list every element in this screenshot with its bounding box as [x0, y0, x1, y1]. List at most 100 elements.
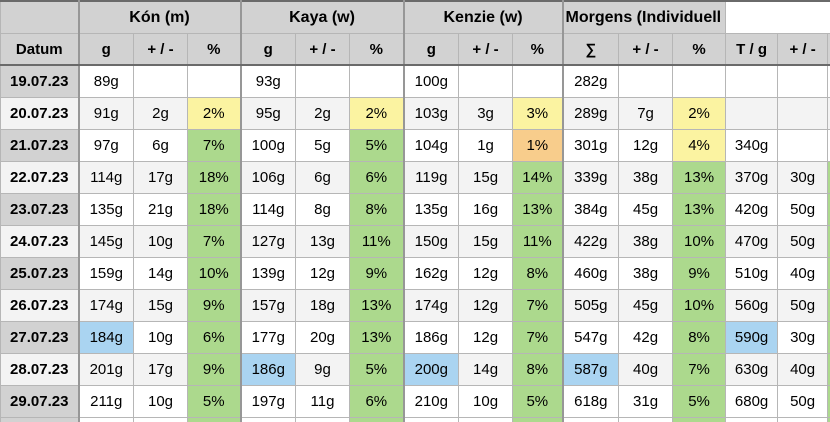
value-cell[interactable]: 7% [186, 225, 242, 258]
value-cell[interactable] [133, 417, 188, 422]
value-cell[interactable]: 8% [349, 193, 405, 226]
value-cell[interactable] [186, 64, 242, 98]
value-cell[interactable] [725, 97, 779, 130]
value-cell[interactable]: 18% [186, 161, 242, 194]
value-cell[interactable]: 200g [402, 353, 460, 386]
value-cell[interactable]: 201g [77, 353, 134, 386]
value-cell[interactable] [458, 64, 514, 98]
value-cell[interactable]: 505g [561, 289, 620, 322]
value-cell[interactable]: 384g [561, 193, 620, 226]
value-cell[interactable] [777, 97, 829, 130]
value-cell[interactable]: 197g [239, 385, 297, 418]
value-cell[interactable]: 5% [349, 129, 405, 162]
value-cell[interactable] [349, 64, 405, 98]
group-header[interactable]: Kón (m) [77, 0, 242, 34]
group-header[interactable]: Morgens (Individuell + Zusammen) [561, 0, 727, 34]
group-header[interactable]: Kenzie (w) [402, 0, 564, 34]
column-header[interactable]: g [77, 33, 134, 66]
value-cell[interactable]: 18g [295, 289, 351, 322]
value-cell[interactable]: 186g [402, 321, 460, 354]
value-cell[interactable]: 50g [777, 225, 829, 258]
value-cell[interactable]: 339g [561, 161, 620, 194]
value-cell[interactable]: 5% [512, 385, 564, 418]
value-cell[interactable]: 15g [133, 289, 188, 322]
date-cell[interactable]: 20.07.23 [0, 97, 80, 130]
value-cell[interactable] [186, 417, 242, 422]
value-cell[interactable]: 7% [512, 321, 564, 354]
value-cell[interactable] [133, 64, 188, 98]
value-cell[interactable]: 16g [458, 193, 514, 226]
value-cell[interactable]: 6% [349, 385, 405, 418]
value-cell[interactable] [618, 64, 674, 98]
value-cell[interactable] [618, 417, 674, 422]
value-cell[interactable]: 9g [295, 353, 351, 386]
value-cell[interactable]: 10g [458, 385, 514, 418]
group-header[interactable]: Kaya (w) [239, 0, 405, 34]
date-cell[interactable]: 19.07.23 [0, 64, 80, 98]
value-cell[interactable]: 17g [133, 353, 188, 386]
value-cell[interactable]: 510g [725, 257, 779, 290]
value-cell[interactable]: 97g [77, 129, 134, 162]
value-cell[interactable]: 135g [77, 193, 134, 226]
value-cell[interactable]: 6g [295, 161, 351, 194]
value-cell[interactable]: 5% [186, 385, 242, 418]
value-cell[interactable]: 45g [618, 193, 674, 226]
value-cell[interactable] [561, 417, 620, 422]
value-cell[interactable]: 30g [777, 161, 829, 194]
value-cell[interactable] [295, 417, 351, 422]
value-cell[interactable]: 174g [402, 289, 460, 322]
value-cell[interactable]: 145g [77, 225, 134, 258]
value-cell[interactable]: 20g [295, 321, 351, 354]
column-header[interactable]: % [186, 33, 242, 66]
value-cell[interactable] [295, 64, 351, 98]
value-cell[interactable]: 50g [777, 289, 829, 322]
value-cell[interactable]: 2g [133, 97, 188, 130]
value-cell[interactable] [239, 417, 297, 422]
value-cell[interactable]: 10% [672, 289, 727, 322]
value-cell[interactable]: 211g [77, 385, 134, 418]
value-cell[interactable]: 11% [349, 225, 405, 258]
value-cell[interactable]: 95g [239, 97, 297, 130]
value-cell[interactable]: 91g [77, 97, 134, 130]
column-header[interactable]: + / - [618, 33, 674, 66]
datum-header[interactable]: Datum [0, 33, 80, 66]
value-cell[interactable]: 7g [618, 97, 674, 130]
column-header[interactable]: + / - [458, 33, 514, 66]
value-cell[interactable]: 38g [618, 225, 674, 258]
date-cell[interactable]: 26.07.23 [0, 289, 80, 322]
value-cell[interactable]: 114g [77, 161, 134, 194]
value-cell[interactable]: 13% [672, 161, 727, 194]
value-cell[interactable]: 1g [458, 129, 514, 162]
value-cell[interactable]: 40g [618, 353, 674, 386]
value-cell[interactable]: 159g [77, 257, 134, 290]
value-cell[interactable]: 186g [239, 353, 297, 386]
value-cell[interactable] [827, 417, 830, 422]
column-header[interactable]: ∑ [561, 33, 620, 66]
value-cell[interactable]: 13% [672, 193, 727, 226]
value-cell[interactable] [512, 64, 564, 98]
value-cell[interactable]: 18% [186, 193, 242, 226]
date-cell[interactable]: 28.07.23 [0, 353, 80, 386]
value-cell[interactable] [725, 417, 779, 422]
value-cell[interactable]: 13% [349, 289, 405, 322]
value-cell[interactable]: 114g [239, 193, 297, 226]
value-cell[interactable]: 10% [672, 225, 727, 258]
value-cell[interactable]: 460g [561, 257, 620, 290]
value-cell[interactable]: 15g [458, 161, 514, 194]
value-cell[interactable]: 7% [186, 129, 242, 162]
value-cell[interactable]: 157g [239, 289, 297, 322]
value-cell[interactable]: 6g [133, 129, 188, 162]
value-cell[interactable]: 8% [512, 257, 564, 290]
value-cell[interactable]: 5% [672, 385, 727, 418]
value-cell[interactable]: 9% [672, 257, 727, 290]
date-cell[interactable]: 22.07.23 [0, 161, 80, 194]
value-cell[interactable]: 119g [402, 161, 460, 194]
column-header[interactable]: % [672, 33, 727, 66]
column-header[interactable]: g [239, 33, 297, 66]
value-cell[interactable]: 150g [402, 225, 460, 258]
value-cell[interactable]: 3% [512, 97, 564, 130]
date-cell[interactable]: 21.07.23 [0, 129, 80, 162]
value-cell[interactable]: 301g [561, 129, 620, 162]
value-cell[interactable]: 4% [672, 129, 727, 162]
value-cell[interactable]: 422g [561, 225, 620, 258]
